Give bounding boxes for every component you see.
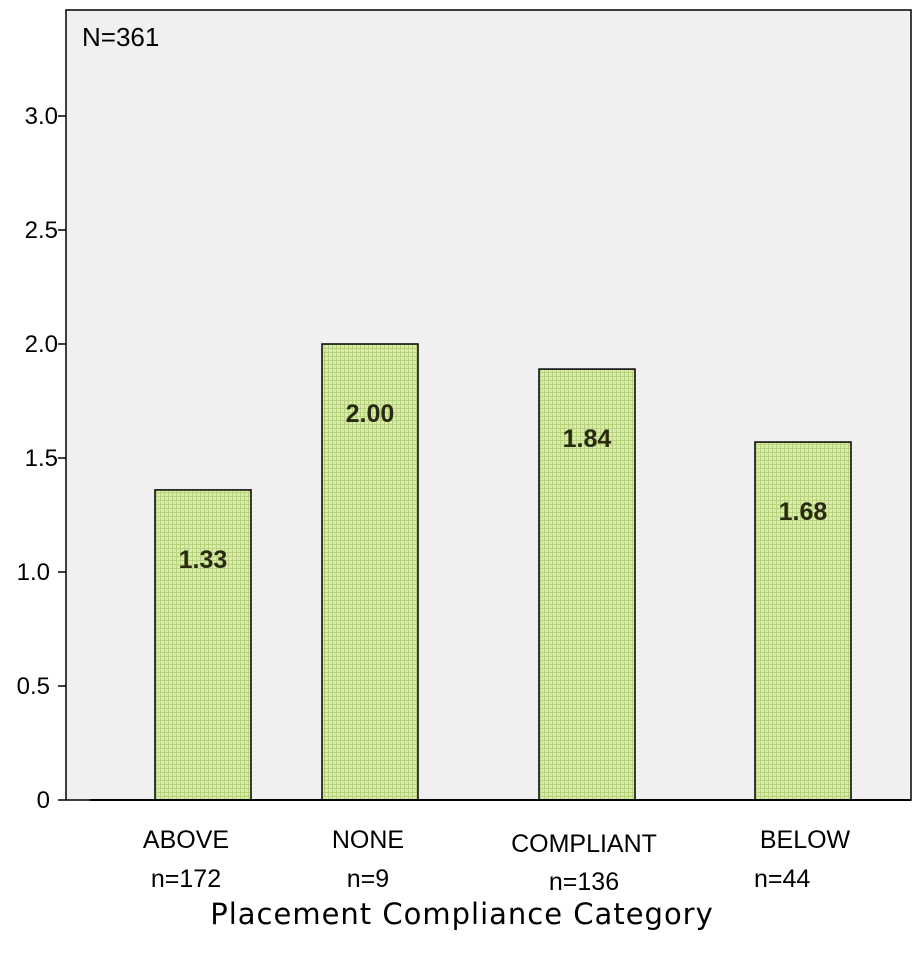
category-label: NONE <box>332 826 404 854</box>
bar-below <box>754 441 852 801</box>
bar-value-label: 1.68 <box>779 498 828 526</box>
bar-value-label: 1.33 <box>179 546 228 574</box>
bar-above <box>154 489 252 801</box>
y-tick-label: 0.5 <box>17 673 50 700</box>
category-count-label: n=44 <box>754 865 810 893</box>
category-label: COMPLIANT <box>511 830 657 858</box>
y-tick-label: 2.0 <box>25 331 58 358</box>
total-count-label: N=361 <box>82 22 159 52</box>
category-count-label: n=172 <box>151 865 221 893</box>
bar-value-label: 1.84 <box>563 425 612 453</box>
category-label: BELOW <box>760 826 851 854</box>
y-axis: 0 0.5 1.0 1.5 2.0 2.5 3.0 <box>17 103 66 814</box>
bar-value-label: 2.00 <box>346 400 395 428</box>
y-tick-label: 3.0 <box>25 103 58 130</box>
category-count-label: n=9 <box>347 865 389 893</box>
y-tick-label: 0 <box>37 787 50 814</box>
y-tick-label: 1.5 <box>25 445 58 472</box>
x-axis-labels: ABOVE n=172 NONE n=9 COMPLIANT n=136 BELOW n=44 <box>143 826 851 896</box>
category-label: ABOVE <box>143 826 229 854</box>
category-count-label: n=136 <box>549 868 619 896</box>
x-axis-title: Placement Compliance Category <box>210 897 714 931</box>
y-tick-label: 1.0 <box>17 559 50 586</box>
y-tick-label: 2.5 <box>25 217 58 244</box>
